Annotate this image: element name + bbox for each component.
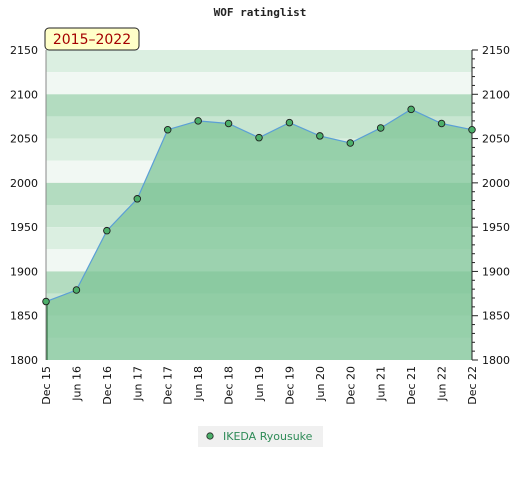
y-tick-label-right: 2000 — [482, 177, 510, 190]
legend: IKEDA Ryousuke — [198, 426, 323, 447]
x-tick-label: Dec 17 — [162, 366, 175, 405]
series-area — [46, 109, 472, 360]
x-tick-label: Jun 16 — [70, 366, 83, 402]
x-ticks: Dec 15 Jun 16 Dec 16 Jun 17 Dec 17 Jun 18 Dec … — [40, 366, 479, 405]
x-tick-label: Dec 15 — [40, 366, 53, 405]
data-point — [103, 226, 111, 235]
data-markers — [42, 105, 476, 306]
data-point — [133, 195, 142, 203]
data-point — [163, 125, 172, 134]
x-tick-label: Jun 17 — [131, 366, 144, 402]
grid-band — [46, 72, 472, 95]
x-tick-label: Jun 22 — [436, 366, 449, 402]
legend-label: IKEDA Ryousuke — [223, 430, 313, 443]
period-badge-label: 2015–2022 — [53, 32, 131, 48]
y-ticks-left: 1800 1850 1900 1950 2000 2050 2100 2150 — [10, 44, 38, 367]
x-tick-label: Dec 21 — [405, 366, 418, 405]
data-point — [224, 119, 233, 128]
data-point — [194, 117, 202, 125]
grid-band — [46, 116, 472, 139]
y-tick-label-right: 2050 — [482, 133, 510, 146]
x-tick-label: Jun 18 — [192, 366, 205, 402]
y-tick-label-right: 1950 — [482, 221, 510, 234]
legend-marker — [206, 432, 214, 440]
y-tick-label-right: 1850 — [482, 310, 510, 323]
y-tick-label-right: 2150 — [482, 44, 510, 57]
data-point — [407, 105, 415, 114]
y-tick-label-left: 1800 — [10, 354, 38, 367]
data-point — [437, 119, 446, 128]
y-tick-label-left: 2150 — [10, 44, 38, 57]
y-tick-label-left: 1900 — [10, 265, 38, 278]
data-point — [255, 133, 263, 142]
y-tick-label-left: 2100 — [10, 88, 38, 101]
y-tick-label-left: 1850 — [10, 310, 38, 323]
period-badge: 2015–2022 — [44, 27, 140, 51]
y-ticks-right: 1800 1850 1900 1950 2000 2050 2100 2150 — [472, 44, 510, 367]
y-tick-label-left: 2050 — [10, 133, 38, 146]
axes — [45, 50, 473, 360]
y-tick-label-right: 2100 — [482, 88, 510, 101]
data-point — [72, 286, 81, 294]
chart-title: WOF ratinglist — [214, 6, 307, 19]
x-tick-label: Dec 19 — [283, 366, 296, 405]
x-tick-label: Dec 20 — [344, 366, 357, 405]
x-tick-label: Jun 19 — [253, 366, 266, 402]
x-tick-label: Dec 18 — [223, 366, 236, 405]
y-tick-label-left: 1950 — [10, 221, 38, 234]
y-tick-label-right: 1800 — [482, 354, 510, 367]
grid-band — [46, 50, 472, 73]
data-point — [285, 118, 294, 127]
data-point — [376, 124, 385, 132]
y-tick-label-right: 1900 — [482, 265, 510, 278]
x-tick-label: Dec 22 — [466, 366, 479, 405]
grid-band — [46, 94, 472, 117]
x-tick-label: Dec 16 — [101, 366, 114, 405]
data-point — [42, 297, 50, 306]
data-point — [346, 139, 355, 147]
data-point — [316, 132, 324, 140]
x-tick-label: Jun 21 — [375, 366, 388, 402]
y-tick-label-left: 2000 — [10, 177, 38, 190]
data-point — [468, 125, 476, 134]
x-tick-label: Jun 20 — [314, 366, 327, 402]
